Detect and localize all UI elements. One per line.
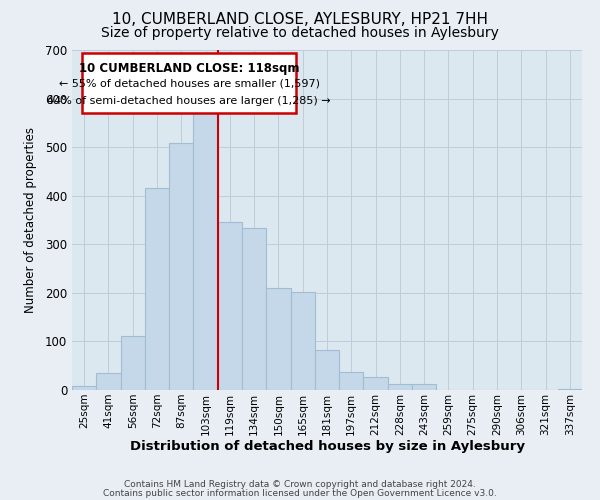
Bar	[290, 292, 315, 390]
Text: Contains HM Land Registry data © Crown copyright and database right 2024.: Contains HM Land Registry data © Crown c…	[124, 480, 476, 489]
Text: 10, CUMBERLAND CLOSE, AYLESBURY, HP21 7HH: 10, CUMBERLAND CLOSE, AYLESBURY, HP21 7H…	[112, 12, 488, 28]
Bar	[412, 384, 436, 390]
Bar	[388, 384, 412, 390]
Text: Contains public sector information licensed under the Open Government Licence v3: Contains public sector information licen…	[103, 488, 497, 498]
Y-axis label: Number of detached properties: Number of detached properties	[23, 127, 37, 313]
X-axis label: Distribution of detached houses by size in Aylesbury: Distribution of detached houses by size …	[130, 440, 524, 454]
Bar	[218, 222, 242, 390]
Bar	[96, 373, 121, 390]
Text: ← 55% of detached houses are smaller (1,597): ← 55% of detached houses are smaller (1,…	[59, 79, 320, 89]
Bar	[364, 378, 388, 390]
Text: Size of property relative to detached houses in Aylesbury: Size of property relative to detached ho…	[101, 26, 499, 40]
Bar	[169, 144, 193, 390]
Bar	[315, 350, 339, 390]
Text: 10 CUMBERLAND CLOSE: 118sqm: 10 CUMBERLAND CLOSE: 118sqm	[79, 62, 299, 75]
Bar	[339, 372, 364, 390]
Bar	[121, 336, 145, 390]
Bar	[242, 228, 266, 390]
Bar	[72, 386, 96, 390]
Bar	[193, 110, 218, 390]
Bar	[145, 188, 169, 390]
Bar	[266, 288, 290, 390]
Text: 44% of semi-detached houses are larger (1,285) →: 44% of semi-detached houses are larger (…	[47, 96, 331, 106]
FancyBboxPatch shape	[82, 54, 296, 113]
Bar	[558, 389, 582, 390]
